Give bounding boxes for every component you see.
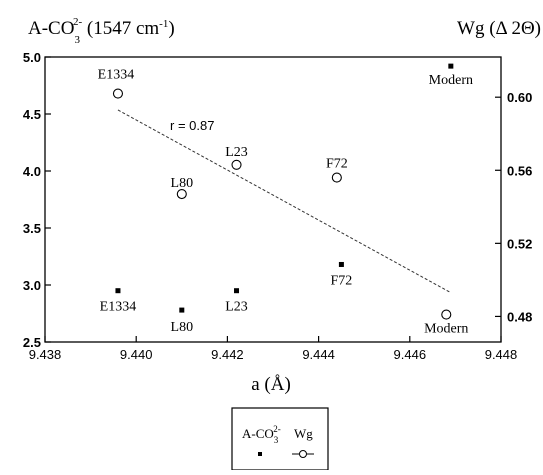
left-y-tick-label: 4.5	[23, 107, 41, 122]
point-wg-modern	[441, 309, 452, 320]
point-aco3-f72	[338, 261, 344, 267]
legend-box	[231, 407, 329, 471]
point-label-wg: E1334	[98, 68, 135, 83]
point-label-aco3: F72	[331, 273, 353, 288]
point-label-wg: Modern	[424, 322, 468, 337]
fit-line	[117, 109, 452, 294]
left-y-tick-label: 5.0	[23, 50, 41, 65]
right-y-tick-label: 0.56	[507, 163, 532, 178]
point-label-aco3: E1334	[100, 300, 137, 315]
point-aco3-modern	[448, 63, 454, 69]
x-axis-label: a (Å)	[251, 374, 291, 395]
left-y-tick-label: 4.0	[23, 164, 41, 179]
point-wg-f72	[331, 172, 342, 183]
x-tick-label: 9.440	[120, 347, 153, 362]
point-label-wg: L23	[225, 145, 248, 160]
plot-area	[44, 56, 502, 343]
point-label-wg: F72	[326, 157, 348, 172]
point-label-aco3: L80	[171, 320, 194, 335]
x-tick-label: 9.442	[211, 347, 244, 362]
x-tick-label: 9.444	[302, 347, 335, 362]
left-y-tick-label: 3.0	[23, 278, 41, 293]
point-aco3-l23	[234, 288, 240, 294]
legend: A-CO32- Wg	[231, 407, 329, 471]
right-y-tick-label: 0.48	[507, 309, 532, 324]
point-label-aco3: Modern	[429, 73, 473, 88]
right-y-axis: 0.48 0.52 0.56 0.60	[495, 90, 532, 324]
point-label-aco3: L23	[225, 300, 248, 315]
x-tick-label: 9.446	[394, 347, 427, 362]
x-axis: 9.438 9.440 9.442 9.444 9.446 9.448	[29, 336, 518, 362]
point-aco3-l80	[179, 307, 185, 313]
fit-line-group	[117, 109, 452, 294]
point-wg-l80	[176, 188, 187, 200]
legend-marker-open-circle	[299, 450, 307, 458]
series-aco3: E1334 L80 L23 F72 Modern	[100, 63, 473, 335]
x-tick-label: 9.438	[29, 347, 62, 362]
legend-label-wg: Wg	[294, 426, 313, 441]
point-wg-l23	[231, 159, 242, 170]
left-y-tick-label: 3.5	[23, 221, 41, 236]
legend-label-aco3: A-CO32-	[242, 424, 281, 445]
left-y-tick-label: 2.5	[23, 335, 41, 350]
right-axis-title: Wg (Δ 2Θ)	[457, 18, 541, 39]
right-y-tick-label: 0.60	[507, 90, 532, 105]
point-wg-e1334	[112, 88, 124, 99]
left-y-axis: 2.5 3.0 3.5 4.0 4.5 5.0	[23, 50, 51, 350]
legend-marker-filled-square	[258, 452, 262, 456]
right-y-tick-label: 0.52	[507, 236, 532, 251]
series-wg: E1334 L80 L23 F72 Modern	[98, 68, 469, 337]
point-aco3-e1334	[115, 288, 121, 294]
x-tick-label: 9.448	[485, 347, 518, 362]
left-axis-title: A-CO32- (1547 cm-1)	[28, 16, 175, 46]
point-label-wg: L80	[171, 176, 194, 191]
correlation-annotation: r = 0.87	[170, 118, 214, 133]
